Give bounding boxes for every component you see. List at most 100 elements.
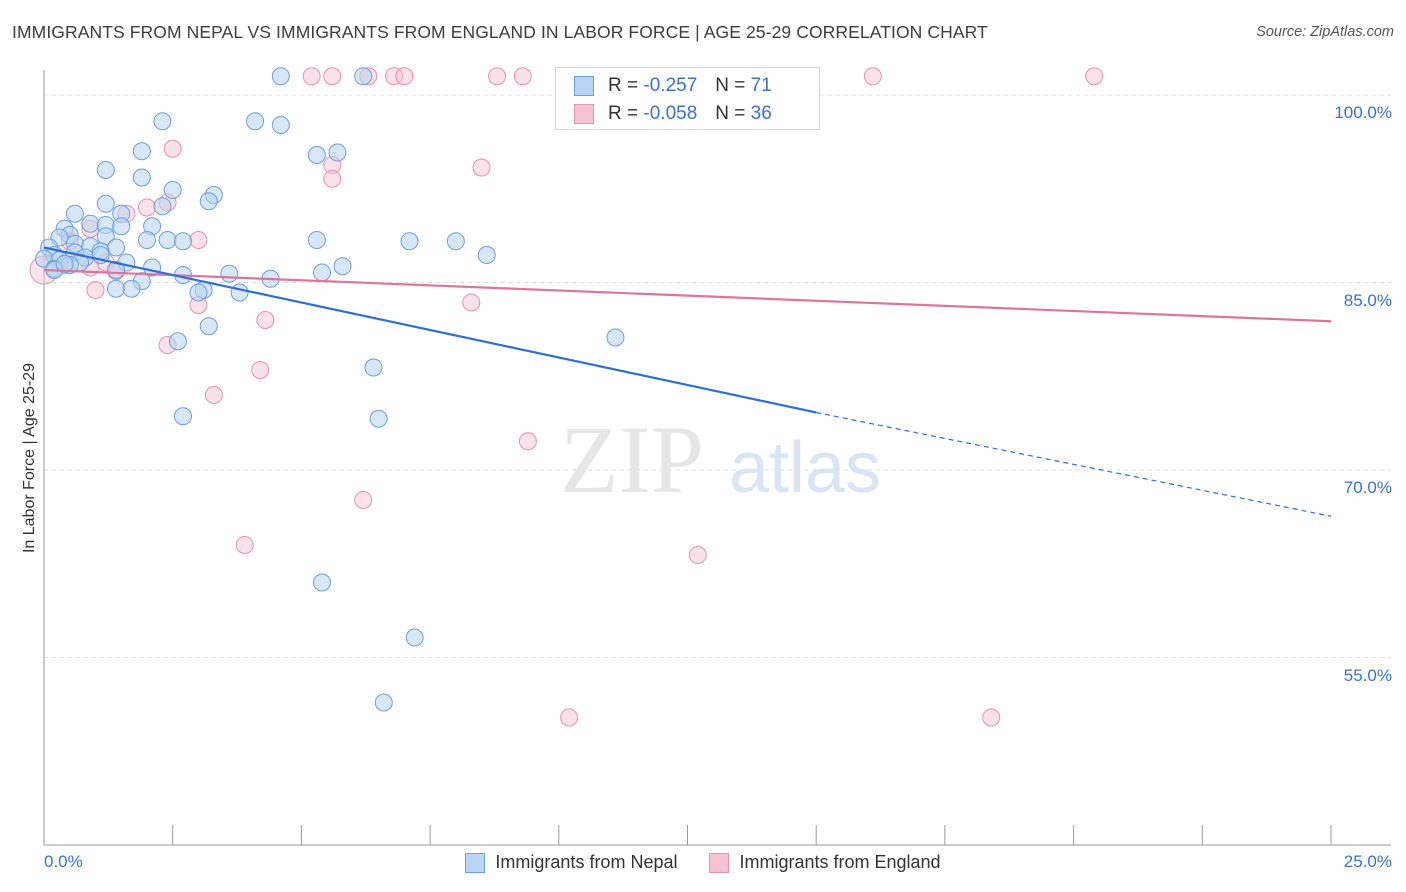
- england-point: [86, 281, 105, 299]
- england-trendline: [43, 268, 1332, 323]
- england-point: [395, 67, 414, 86]
- england-point: [982, 708, 1001, 727]
- x-tick-label-0: 0.0%: [44, 852, 83, 871]
- nepal-point: [220, 264, 239, 283]
- england-n-label: N =: [715, 103, 746, 124]
- nepal-point: [369, 409, 388, 428]
- nepal-point: [122, 279, 141, 298]
- england-point: [189, 231, 208, 249]
- england-point: [137, 198, 156, 217]
- nepal-point: [307, 146, 326, 164]
- nepal-point: [96, 194, 115, 213]
- nepal-trendline-extension: [816, 411, 1332, 517]
- nepal-point: [477, 246, 496, 264]
- gridlines: [44, 94, 1391, 658]
- nepal-point: [364, 358, 383, 377]
- nepal-point: [271, 116, 290, 134]
- england-point: [560, 708, 579, 727]
- england-r-value: -0.058: [643, 103, 698, 124]
- england-point: [204, 386, 223, 404]
- y-tick-label-1: 85.0%: [1343, 290, 1392, 310]
- watermark-atlas: atlas: [729, 428, 881, 508]
- nepal-point: [230, 283, 249, 302]
- nepal-r-label: R =: [608, 75, 639, 96]
- nepal-point: [333, 257, 352, 276]
- correlation-stats-box: R = -0.257 N = 71 R = -0.058 N = 36: [555, 67, 820, 130]
- nepal-point: [400, 232, 419, 251]
- stat-row-nepal: R = -0.257 N = 71: [574, 72, 772, 100]
- nepal-point: [112, 217, 131, 236]
- england-points: [29, 67, 1104, 727]
- england-point: [863, 67, 882, 86]
- england-swatch: [574, 104, 594, 124]
- nepal-point: [173, 407, 192, 426]
- watermark-zip: ZIP: [560, 406, 704, 513]
- nepal-point: [189, 283, 208, 302]
- nepal-point: [405, 628, 424, 647]
- england-point: [488, 67, 507, 86]
- england-point: [302, 67, 321, 86]
- nepal-point: [55, 254, 74, 273]
- nepal-point: [107, 279, 126, 298]
- nepal-point: [173, 232, 192, 251]
- y-tick-label-3: 55.0%: [1343, 665, 1392, 685]
- legend-swatch-england: [709, 852, 730, 873]
- stat-row-england: R = -0.058 N = 36: [574, 100, 772, 128]
- england-point: [163, 139, 182, 158]
- nepal-point: [246, 112, 265, 131]
- legend-label-england: Immigrants from England: [739, 852, 941, 872]
- nepal-n-label: N =: [715, 75, 746, 96]
- nepal-point: [132, 168, 151, 187]
- axes: [43, 70, 1391, 846]
- nepal-point: [137, 231, 156, 249]
- england-point: [472, 158, 491, 177]
- trendlines: [43, 246, 1332, 517]
- x-tick-label-1: 25.0%: [1343, 852, 1392, 871]
- england-n-value: 36: [750, 103, 772, 124]
- nepal-trendline: [43, 246, 817, 414]
- nepal-point: [199, 317, 218, 336]
- england-point: [688, 546, 707, 564]
- england-point: [323, 67, 342, 86]
- nepal-point: [199, 192, 218, 211]
- legend-label-nepal: Immigrants from Nepal: [495, 852, 678, 872]
- nepal-point: [96, 161, 115, 179]
- nepal-swatch: [574, 76, 594, 96]
- nepal-point: [65, 204, 84, 223]
- england-point: [235, 536, 254, 554]
- chart-title: IMMIGRANTS FROM NEPAL VS IMMIGRANTS FROM…: [12, 22, 988, 42]
- nepal-point: [158, 231, 177, 249]
- legend-item-nepal[interactable]: Immigrants from Nepal: [465, 852, 677, 873]
- england-point: [323, 169, 342, 188]
- england-point: [256, 311, 275, 329]
- nepal-point: [168, 332, 187, 351]
- legend-item-england[interactable]: Immigrants from England: [709, 852, 941, 873]
- y-tick-label-2: 70.0%: [1343, 478, 1392, 497]
- nepal-point: [354, 67, 373, 86]
- nepal-r-value: -0.257: [643, 75, 698, 96]
- nepal-n-value: 71: [750, 75, 772, 96]
- nepal-point: [81, 214, 100, 233]
- nepal-point: [446, 232, 465, 251]
- nepal-point: [163, 181, 182, 199]
- england-r-label: R =: [608, 103, 639, 124]
- england-point: [513, 67, 532, 86]
- england-point: [354, 491, 373, 509]
- nepal-point: [132, 142, 151, 161]
- nepal-point: [107, 261, 126, 279]
- source-credit: Source: ZipAtlas.com: [1256, 24, 1394, 40]
- legend-swatch-nepal: [465, 852, 486, 873]
- nepal-point: [328, 143, 347, 162]
- england-point: [462, 293, 481, 312]
- england-point: [251, 361, 270, 379]
- nepal-point: [107, 238, 126, 257]
- england-point: [1085, 67, 1104, 86]
- nepal-point: [312, 573, 331, 592]
- nepal-point: [307, 231, 326, 249]
- nepal-point: [374, 693, 393, 712]
- england-point: [518, 432, 537, 451]
- y-tick-label-0: 100.0%: [1334, 103, 1392, 122]
- nepal-point: [153, 197, 172, 216]
- nepal-point: [606, 328, 625, 347]
